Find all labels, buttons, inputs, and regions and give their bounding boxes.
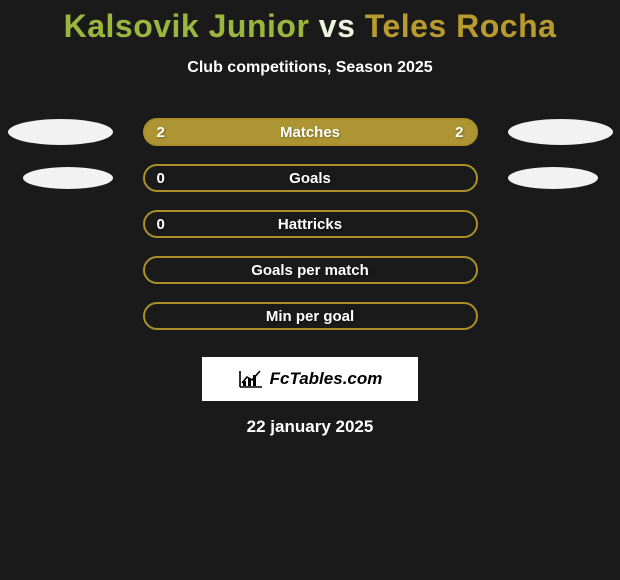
page-title: Kalsovik Junior vs Teles Rocha (0, 0, 620, 45)
stat-label: Goals per match (251, 262, 369, 279)
stat-bar: Min per goal (143, 302, 478, 330)
stat-label: Hattricks (278, 216, 342, 233)
stat-row: 2 Matches 2 (0, 109, 620, 155)
vs-text: vs (319, 8, 356, 44)
stat-label: Min per goal (266, 308, 354, 325)
player1-name: Kalsovik Junior (64, 8, 310, 44)
stat-bar: 2 Matches 2 (143, 118, 478, 146)
chart-icon (238, 369, 264, 389)
stat-value-left: 0 (157, 170, 165, 187)
spacer (508, 211, 613, 237)
source-badge: FcTables.com (202, 357, 418, 401)
stat-value-right: 2 (455, 124, 463, 141)
badge-text: FcTables.com (270, 369, 383, 389)
player2-marker (508, 167, 598, 189)
spacer (508, 257, 613, 283)
stat-row: Goals per match (0, 247, 620, 293)
player2-name: Teles Rocha (365, 8, 557, 44)
stats-rows: 2 Matches 2 0 Goals 0 Hattricks Goals per match… (0, 109, 620, 339)
date-label: 22 january 2025 (0, 417, 620, 437)
player1-marker (23, 167, 113, 189)
player1-marker (8, 119, 113, 145)
stat-row: Min per goal (0, 293, 620, 339)
stat-row: 0 Goals (0, 155, 620, 201)
stat-value-left: 0 (157, 216, 165, 233)
stat-label: Goals (289, 170, 331, 187)
stat-bar: 0 Goals (143, 164, 478, 192)
spacer (508, 303, 613, 329)
spacer (8, 303, 113, 329)
stat-bar: 0 Hattricks (143, 210, 478, 238)
player2-marker (508, 119, 613, 145)
stat-row: 0 Hattricks (0, 201, 620, 247)
stat-bar: Goals per match (143, 256, 478, 284)
stat-value-left: 2 (157, 124, 165, 141)
spacer (8, 211, 113, 237)
spacer (8, 257, 113, 283)
subtitle: Club competitions, Season 2025 (0, 59, 620, 77)
stat-label: Matches (280, 124, 340, 141)
